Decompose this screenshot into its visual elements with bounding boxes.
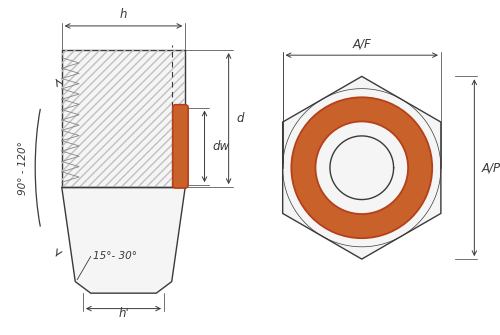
Text: dw: dw [212,140,230,153]
Bar [62,50,185,187]
Text: 15°- 30°: 15°- 30° [92,252,136,262]
Text: A/F: A/F [352,37,371,50]
Polygon shape [62,187,185,293]
Polygon shape [282,76,441,259]
FancyBboxPatch shape [172,105,188,188]
Text: h': h' [118,307,129,320]
Text: A/P: A/P [482,161,500,174]
Polygon shape [62,50,185,187]
Text: h: h [120,8,127,21]
Text: 90° - 120°: 90° - 120° [18,141,28,195]
Wedge shape [292,97,432,238]
Text: d: d [236,112,244,125]
